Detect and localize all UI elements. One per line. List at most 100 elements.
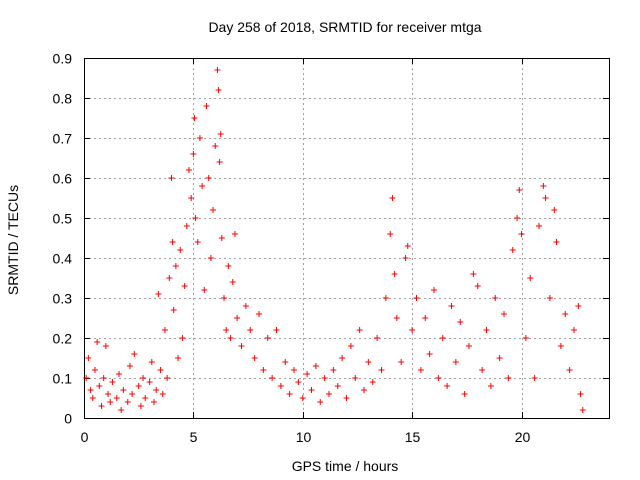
- data-point: [116, 371, 122, 377]
- y-tick-label: 0.3: [53, 291, 73, 307]
- data-point: [356, 327, 363, 333]
- data-point: [422, 315, 429, 321]
- data-point: [435, 375, 442, 381]
- data-point: [457, 319, 464, 325]
- data-point: [264, 335, 271, 341]
- data-point: [505, 375, 512, 381]
- data-point: [91, 367, 98, 373]
- data-point: [234, 315, 241, 321]
- data-point: [205, 175, 212, 181]
- data-point: [151, 399, 157, 405]
- data-point: [172, 263, 179, 269]
- x-tick-label: 5: [190, 429, 198, 445]
- data-point: [251, 355, 258, 361]
- data-point: [196, 135, 203, 141]
- data-point: [330, 367, 337, 373]
- data-point: [361, 387, 367, 393]
- data-point: [227, 335, 234, 341]
- data-point: [124, 399, 131, 405]
- data-point: [516, 187, 523, 193]
- data-point: [374, 335, 381, 341]
- data-point: [231, 231, 238, 237]
- y-tick-label: 0.4: [53, 251, 73, 267]
- data-point: [225, 263, 232, 269]
- data-point: [509, 247, 516, 253]
- data-point: [487, 383, 494, 389]
- data-point: [522, 335, 529, 341]
- data-point: [304, 371, 311, 377]
- data-point: [466, 343, 472, 349]
- data-point: [518, 231, 525, 237]
- data-point: [413, 295, 420, 301]
- data-point: [155, 291, 162, 297]
- data-point: [256, 311, 262, 317]
- data-point: [98, 403, 105, 409]
- data-point: [183, 223, 190, 229]
- data-point: [210, 207, 217, 213]
- data-point: [575, 303, 582, 309]
- grid: [84, 58, 609, 418]
- data-point: [389, 195, 396, 201]
- data-point: [426, 351, 433, 357]
- x-tick-label: 20: [515, 429, 531, 445]
- data-point: [542, 195, 549, 201]
- data-point: [343, 395, 350, 401]
- data-point: [170, 307, 177, 313]
- data-point: [247, 327, 254, 333]
- data-point: [540, 183, 547, 189]
- data-point: [83, 375, 90, 381]
- data-point: [199, 183, 206, 189]
- x-tick-label: 0: [81, 429, 89, 445]
- data-point: [334, 383, 341, 389]
- data-point: [161, 327, 168, 333]
- data-point: [102, 343, 109, 349]
- data-point: [562, 311, 569, 317]
- data-point: [169, 239, 176, 245]
- data-point: [448, 303, 455, 309]
- data-point: [142, 395, 149, 401]
- data-point: [347, 343, 354, 349]
- data-point: [179, 335, 186, 341]
- data-point: [417, 367, 424, 373]
- data-point: [105, 391, 112, 397]
- data-point: [186, 167, 192, 173]
- data-point: [514, 215, 521, 221]
- data-point: [89, 395, 96, 401]
- data-point: [551, 207, 558, 213]
- data-point: [129, 391, 136, 397]
- data-point: [159, 391, 166, 397]
- data-point: [157, 367, 164, 373]
- data-point: [221, 295, 227, 301]
- data-point: [295, 379, 302, 385]
- x-tick-label: 15: [405, 429, 421, 445]
- data-point: [571, 327, 577, 333]
- data-point: [479, 367, 486, 373]
- data-point: [579, 407, 586, 413]
- data-point: [153, 387, 160, 393]
- data-point: [402, 255, 409, 261]
- data-point: [577, 391, 584, 397]
- data-point: [531, 375, 538, 381]
- data-point: [107, 399, 114, 405]
- data-point: [109, 379, 116, 385]
- data-point: [308, 387, 315, 393]
- data-point: [409, 327, 416, 333]
- y-tick-label: 0.1: [53, 371, 73, 387]
- data-point: [387, 231, 394, 237]
- data-point: [135, 383, 142, 389]
- data-point: [527, 275, 534, 281]
- data-point: [291, 367, 297, 373]
- data-point: [339, 355, 346, 361]
- y-tick-label: 0.2: [53, 331, 73, 347]
- data-point: [299, 395, 306, 401]
- y-tick-label: 0.6: [53, 171, 73, 187]
- x-axis-label: GPS time / hours: [292, 458, 399, 474]
- data-point: [378, 367, 385, 373]
- data-point: [113, 395, 120, 401]
- data-point: [286, 391, 293, 397]
- data-points: [83, 67, 586, 413]
- data-point: [166, 275, 173, 281]
- data-point: [317, 399, 324, 405]
- x-tick-label: 10: [296, 429, 312, 445]
- data-point: [131, 351, 138, 357]
